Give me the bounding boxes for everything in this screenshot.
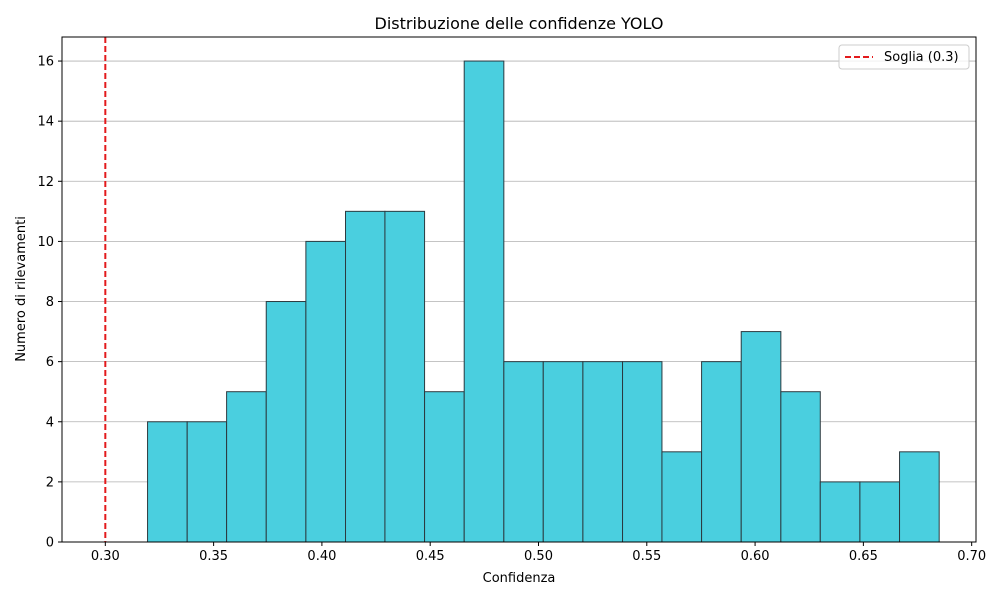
histogram-bar xyxy=(701,361,742,543)
x-tick-label: 0.45 xyxy=(416,549,445,564)
histogram-bar xyxy=(899,451,940,543)
x-axis-ticks: 0.30 0.35 0.40 0.45 0.50 0.55 0.60 0.65 0.70 xyxy=(91,542,986,564)
histogram-bar xyxy=(186,421,228,543)
histogram-bar xyxy=(542,361,584,543)
y-tick-label: 6 xyxy=(46,355,54,370)
histogram-bar xyxy=(305,240,347,543)
y-tick-label: 14 xyxy=(37,115,54,130)
y-tick-label: 0 xyxy=(46,536,54,551)
histogram-bar xyxy=(424,391,465,543)
y-tick-label: 10 xyxy=(37,235,54,250)
x-tick-label: 0.35 xyxy=(199,549,228,564)
y-tick-label: 8 xyxy=(46,295,54,310)
x-tick-label: 0.40 xyxy=(307,549,336,564)
legend-threshold-label: Soglia (0.3) xyxy=(884,50,959,65)
histogram-bar xyxy=(622,361,663,543)
x-tick-label: 0.60 xyxy=(741,549,770,564)
histogram-bar xyxy=(226,391,267,543)
y-tick-label: 16 xyxy=(37,55,54,70)
legend: Soglia (0.3) xyxy=(838,44,970,70)
histogram-bar xyxy=(582,361,624,543)
x-tick-label: 0.50 xyxy=(524,549,553,564)
x-tick-label: 0.30 xyxy=(91,549,120,564)
histogram-bar xyxy=(147,421,188,543)
bars xyxy=(147,60,940,543)
chart-title: Distribuzione delle confidenze YOLO xyxy=(375,14,664,33)
histogram-bar xyxy=(661,451,703,543)
x-tick-label: 0.65 xyxy=(849,549,878,564)
histogram-bar xyxy=(503,361,544,543)
y-tick-label: 4 xyxy=(46,415,54,430)
histogram-bar xyxy=(345,210,386,543)
plot-frame xyxy=(61,36,977,543)
x-tick-label: 0.55 xyxy=(632,549,661,564)
y-axis-label: Numero di rilevamenti xyxy=(14,216,29,362)
legend-box xyxy=(838,44,970,70)
histogram-bar xyxy=(384,210,426,543)
x-tick-label: 0.70 xyxy=(957,549,986,564)
x-axis-label: Confidenza xyxy=(483,571,556,586)
histogram-bar xyxy=(859,481,901,543)
y-tick-label: 12 xyxy=(37,175,54,190)
histogram-bar xyxy=(463,60,505,543)
histogram-bar xyxy=(740,331,782,543)
histogram-bar xyxy=(265,301,307,543)
histogram-bar xyxy=(780,391,821,543)
histogram-bar xyxy=(819,481,861,543)
y-tick-label: 2 xyxy=(46,475,54,490)
y-axis-ticks: 0 2 4 6 8 10 12 14 16 xyxy=(37,55,62,551)
